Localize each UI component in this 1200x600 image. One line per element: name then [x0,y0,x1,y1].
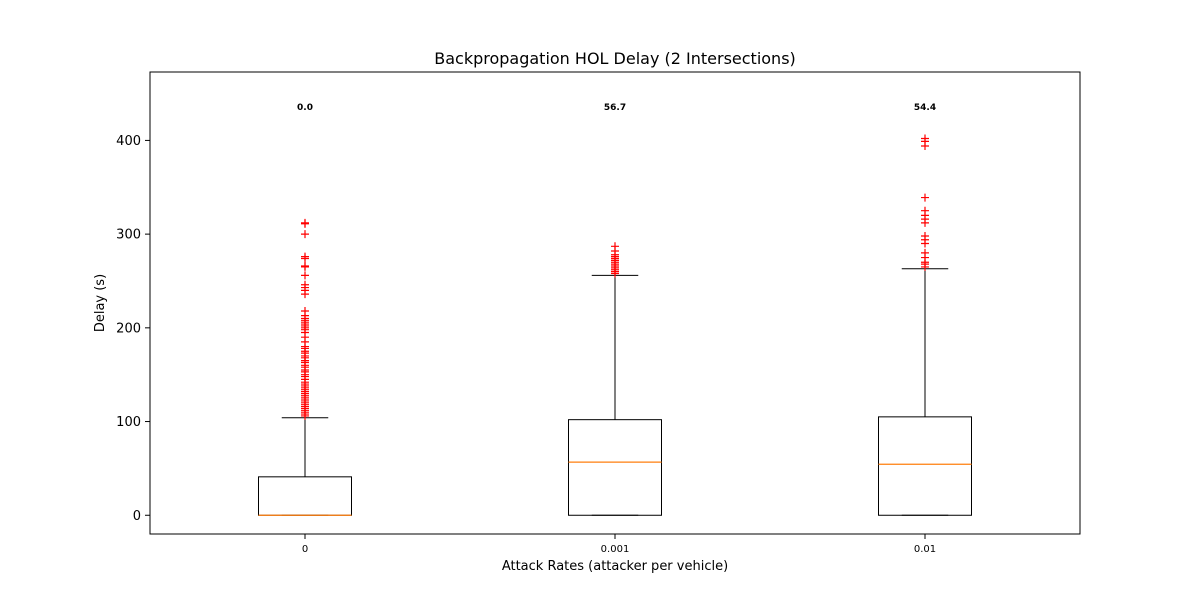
median-annotation: 56.7 [604,103,626,113]
x-tick-label: 0 [302,544,308,555]
outlier-point [921,134,929,143]
outlier-point [301,230,309,239]
outlier-point [921,231,929,240]
median-annotation: 0.0 [297,103,313,113]
outlier-point [301,261,309,270]
y-tick-label: 100 [116,415,141,430]
outlier-point [921,206,929,215]
box-iqr [258,476,352,516]
plot-area: 0 100 200 300 400 0 0.001 0.01 0.0 56.7 54.4 [116,103,972,555]
outlier-point [301,280,309,289]
box-iqr [878,416,972,516]
outlier-point [921,193,929,202]
x-axis-label: Attack Rates (attacker per vehicle) [502,559,728,574]
x-tick-label: 0.001 [601,544,630,555]
outlier-point [301,252,309,261]
y-tick-label: 200 [116,321,141,336]
outlier-point [921,248,929,257]
y-tick-label: 400 [116,134,141,149]
outlier-point [301,306,309,315]
chart-title: Backpropagation HOL Delay (2 Intersectio… [434,49,796,68]
y-axis-label: Delay (s) [93,274,108,332]
outlier-point [611,242,619,251]
y-tick-label: 0 [133,509,141,524]
outlier-point [301,271,309,280]
outlier-point [301,218,309,227]
box-iqr [568,419,662,516]
axes-frame [149,71,1081,535]
median-annotation: 54.4 [914,103,936,113]
x-tick-label: 0.01 [914,544,936,555]
y-tick-label: 300 [116,228,141,243]
